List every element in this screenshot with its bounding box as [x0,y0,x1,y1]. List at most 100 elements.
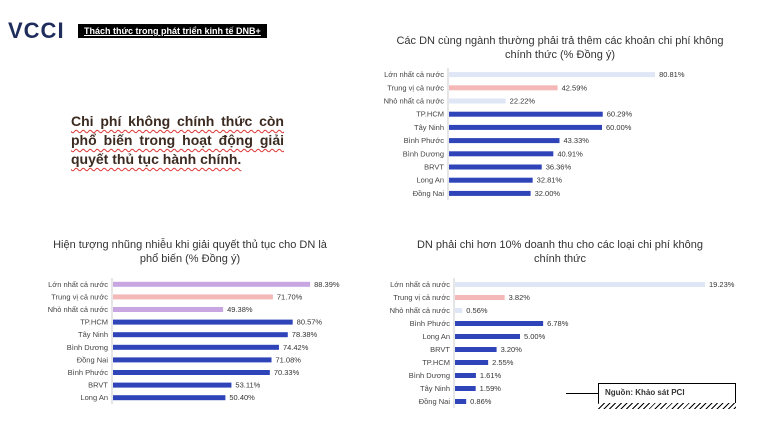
category-label: Đồng Nai [77,355,109,364]
category-label: Nhỏ nhất cả nước [390,306,451,315]
value-label: 60.00% [606,123,632,132]
category-label: BRVT [430,345,450,354]
chart3-title: DN phải chi hơn 10% doanh thu cho các lo… [416,239,704,265]
category-label: Long An [80,393,108,402]
value-label: 1.61% [480,371,502,380]
bar [449,138,560,144]
category-label: Bình Phước [404,136,445,145]
value-label: 53.11% [235,381,260,390]
category-label: Bình Dương [409,371,450,380]
category-label: TP.HCM [422,358,450,367]
bar [455,347,497,352]
bar [449,111,603,117]
headline: Chi phí không chính thức còn phổ biến tr… [71,113,284,167]
category-label: Đồng Nai [419,397,451,406]
bar [113,370,270,375]
category-label: Tây Ninh [414,123,444,132]
bar [455,308,463,313]
bar [455,373,476,378]
value-label: 50.40% [229,393,255,402]
value-label: 32.81% [537,176,563,185]
value-label: 6.78% [547,319,569,328]
category-label: Bình Phước [68,368,109,377]
bar [113,281,311,287]
chart1-title: Các DN cùng ngành thường phải trả thêm c… [396,35,724,61]
bar [449,72,656,78]
category-label: Trung vị cả nước [387,83,444,92]
source-hatch [598,403,736,409]
bar [113,344,279,350]
bar [455,321,544,326]
value-label: 71.70% [277,292,303,301]
value-label: 70.33% [274,368,300,377]
category-label: Nhỏ nhất cả nước [48,305,109,314]
value-label: 5.00% [524,332,546,341]
value-label: 49.38% [227,305,253,314]
bar [113,332,288,338]
bar [113,382,232,388]
category-label: TP.HCM [416,110,444,119]
logo-text: VCCI [8,18,65,43]
value-label: 22.22% [510,97,536,106]
value-label: 0.86% [470,397,492,406]
category-label: Bình Phước [410,319,451,328]
chart3-over-10-percent: Lớn nhất cả nước 19.23% Trung vị cả nước 3.… [390,278,735,408]
bar [455,360,489,365]
value-label: 88.39% [314,280,340,289]
category-label: Đồng Nai [413,189,445,198]
bar [455,386,476,391]
value-label: 74.42% [283,343,309,352]
category-label: TP.HCM [80,318,108,327]
value-label: 42.59% [562,83,588,92]
value-label: 3.20% [501,345,523,354]
value-label: 0.56% [466,306,488,315]
chart2-harassment: Lớn nhất cả nước 88.39% Trung vị cả nước 71… [48,278,340,404]
value-label: 19.23% [709,280,735,289]
chart2-title: Hiện tượng nhũng nhiễu khi giải quyết th… [53,239,327,265]
category-label: Bình Dương [403,149,444,158]
bar [455,399,467,404]
bar [455,282,705,287]
category-label: Nhỏ nhất cả nước [384,97,445,106]
value-label: 60.29% [607,110,633,119]
bar [449,151,554,157]
category-label: Trung vị cả nước [393,293,450,302]
bar [449,177,533,183]
category-label: BRVT [88,381,108,390]
value-label: 32.00% [535,189,561,198]
value-label: 71.08% [276,355,302,364]
bar [113,357,272,363]
category-label: Long An [422,332,450,341]
value-label: 78.38% [292,330,318,339]
vcci-logo: VCCI [8,18,65,44]
source-connector [566,393,598,394]
category-label: BRVT [424,163,444,172]
bar [449,164,542,170]
bar [113,294,273,300]
bar [113,395,226,401]
value-label: 1.59% [480,384,502,393]
value-label: 2.55% [492,358,514,367]
category-label: Bình Dương [67,343,108,352]
category-label: Lớn nhất cả nước [390,280,450,289]
bar [449,85,558,91]
bar [449,190,531,196]
bar [455,334,520,339]
value-label: 40.91% [557,149,583,158]
bar [449,98,506,104]
topic-label: Thách thức trong phát triển kinh tế DNB+ [78,24,267,38]
category-label: Tây Ninh [78,330,108,339]
value-label: 43.33% [563,136,589,145]
value-label: 80.81% [659,70,685,79]
category-label: Long An [416,176,444,185]
bar [113,319,293,325]
bar [455,295,505,300]
category-label: Trung vị cả nước [51,292,108,301]
chart1-informal-costs: Lớn nhất cả nước 80.81% Trung vị cả nước 42… [384,68,685,200]
category-label: Lớn nhất cả nước [48,280,108,289]
bar [449,124,602,130]
value-label: 3.82% [509,293,531,302]
bar [113,307,224,312]
value-label: 80.57% [297,318,323,327]
category-label: Tây Ninh [420,384,450,393]
